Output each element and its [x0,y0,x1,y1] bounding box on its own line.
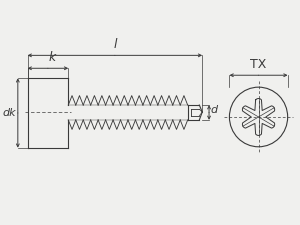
Text: l: l [113,38,117,51]
Text: dk: dk [2,108,16,118]
Text: d: d [211,105,218,115]
Text: k: k [48,51,56,64]
Text: TX: TX [250,58,267,71]
